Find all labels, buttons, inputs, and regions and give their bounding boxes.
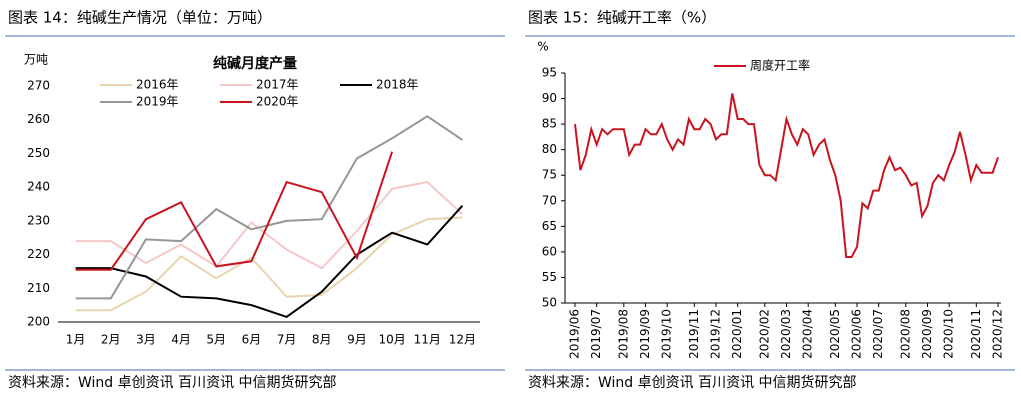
series-line [574,93,999,258]
x-tick-label: 4月 [171,333,191,347]
legend-label: 2019年 [136,95,179,109]
x-tick-label: 2020/12 [991,309,1005,359]
x-tick-label: 2020/01 [730,309,744,359]
legend-label: 2016年 [136,78,179,92]
x-tick-label: 3月 [136,333,156,347]
x-tick-label: 2019/12 [709,309,723,359]
series-line [75,115,463,300]
x-tick-label: 2019/11 [687,309,701,359]
y-tick-label: 200 [27,315,50,329]
y-axis-label: 万吨 [24,53,48,67]
chart-subtitle: 纯碱月度产量 [213,55,297,72]
x-tick-label: 2月 [101,333,121,347]
x-tick-label: 6月 [242,333,262,347]
x-tick-label: 2020/09 [920,309,934,359]
series-line [75,181,464,270]
y-tick-label: 80 [542,142,557,156]
x-tick-label: 2020/03 [779,309,793,359]
x-tick-label: 2020/06 [850,309,864,359]
y-tick-label: 220 [27,247,50,261]
x-tick-label: 11月 [414,333,441,347]
x-tick-label: 2020/07 [871,309,885,359]
y-tick-label: 75 [542,168,557,182]
y-tick-label: 260 [27,112,50,126]
x-tick-label: 1月 [66,333,86,347]
y-tick-label: 95 [542,66,557,80]
x-tick-label: 5月 [206,333,226,347]
y-tick-label: 50 [542,296,557,310]
y-tick-label: 85 [542,117,557,131]
x-tick-label: 7月 [277,333,297,347]
x-tick-label: 2019/10 [660,309,674,359]
x-tick-label: 10月 [378,333,405,347]
y-tick-label: 270 [27,79,50,93]
x-tick-label: 2020/04 [801,309,815,359]
legend-label: 2020年 [256,95,299,109]
x-tick-label: 2020/10 [942,309,956,359]
x-tick-label: 2020/11 [969,309,983,359]
x-tick-label: 2019/07 [589,309,603,359]
y-tick-label: 60 [542,244,557,258]
chart-title: 图表 14：纯碱生产情况（单位：万吨） [8,9,272,27]
x-tick-label: 2019/08 [616,309,630,359]
x-tick-label: 9月 [347,333,367,347]
legend-label: 周度开工率 [750,58,810,73]
y-tick-label: 55 [542,270,557,284]
y-tick-label: 250 [27,146,50,160]
y-tick-label: 230 [27,213,50,227]
y-tick-label: 210 [27,281,50,295]
x-tick-label: 2020/05 [828,309,842,359]
source: 资料来源：Wind 卓创资讯 百川资讯 中信期货研究部 [8,374,337,391]
y-tick-label: 240 [27,180,50,194]
x-tick-label: 2019/09 [638,309,652,359]
x-tick-label: 2020/08 [898,309,912,359]
x-tick-label: 2019/06 [568,309,582,359]
y-tick-label: 65 [542,219,557,233]
x-tick-label: 12月 [449,333,476,347]
source: 资料来源：Wind 卓创资讯 百川资讯 中信期货研究部 [528,374,857,391]
y-axis-label: % [537,40,548,54]
series-line [75,216,463,312]
chart-title: 图表 15：纯碱开工率（%） [528,9,716,27]
y-tick-label: 70 [542,193,557,207]
x-tick-label: 8月 [312,333,332,347]
legend-label: 2017年 [256,78,299,92]
series-line [75,151,394,271]
x-tick-label: 2020/02 [757,309,771,359]
series-line [75,205,464,319]
y-tick-label: 90 [542,91,557,105]
legend-label: 2018年 [376,78,419,92]
